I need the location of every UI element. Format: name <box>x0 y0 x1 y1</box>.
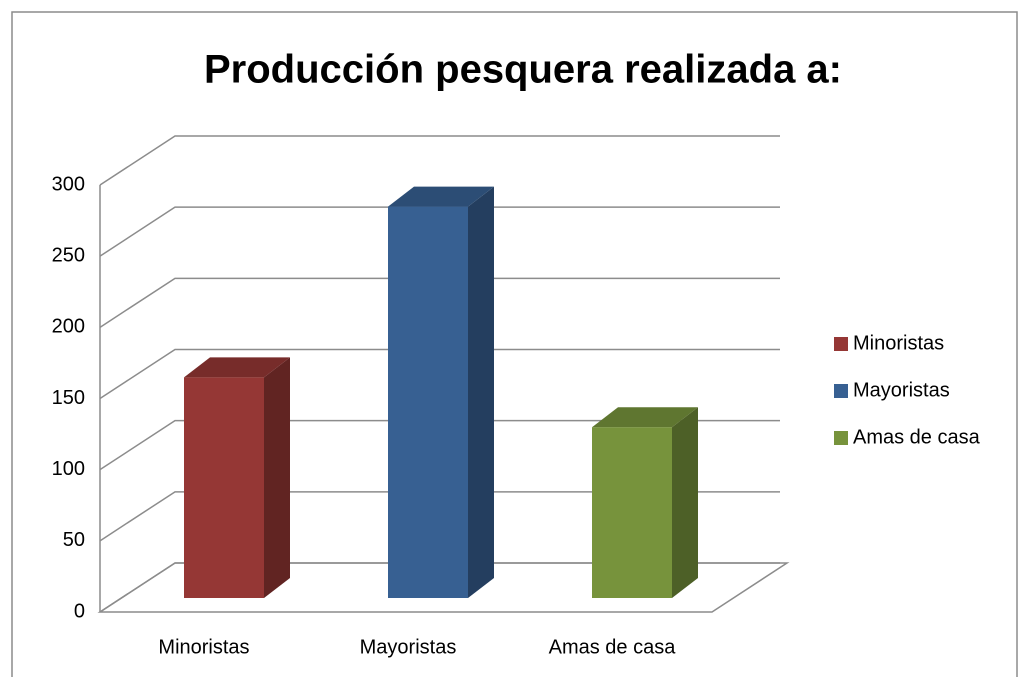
chart-frame <box>11 11 1018 677</box>
grid-line <box>99 491 780 542</box>
bar-side <box>468 186 494 599</box>
bar <box>388 206 468 599</box>
legend-label: Amas de casa <box>853 426 981 448</box>
y-tick-label: 300 <box>52 173 85 195</box>
y-tick-label: 250 <box>52 244 85 266</box>
bar-side <box>672 407 698 598</box>
chart-title: Producción pesquera realizada a: <box>204 48 842 92</box>
grid-line <box>99 348 780 400</box>
y-tick-label: 100 <box>52 458 85 480</box>
legend-swatch <box>834 337 848 351</box>
legend-label: Mayoristas <box>853 379 950 401</box>
bar-top <box>592 407 698 428</box>
grid-line <box>99 562 780 613</box>
y-tick-label: 50 <box>63 529 85 551</box>
grid-line <box>99 206 780 257</box>
bar <box>184 377 264 598</box>
legend-label: Minoristas <box>853 332 944 354</box>
bar-side <box>264 357 290 598</box>
grid-line <box>99 135 780 186</box>
bar-top <box>184 357 290 378</box>
x-tick-label: Amas de casa <box>549 636 677 658</box>
y-tick-label: 200 <box>52 316 85 338</box>
y-tick-label: 150 <box>52 387 85 409</box>
legend-swatch <box>834 431 848 445</box>
y-tick-label: 0 <box>74 600 85 622</box>
bar <box>592 427 672 598</box>
bar-top <box>388 186 494 207</box>
grid-line <box>99 419 780 471</box>
grid-line <box>99 277 780 328</box>
x-tick-label: Mayoristas <box>360 636 457 658</box>
x-tick-label: Minoristas <box>158 636 249 658</box>
legend-swatch <box>834 384 848 398</box>
